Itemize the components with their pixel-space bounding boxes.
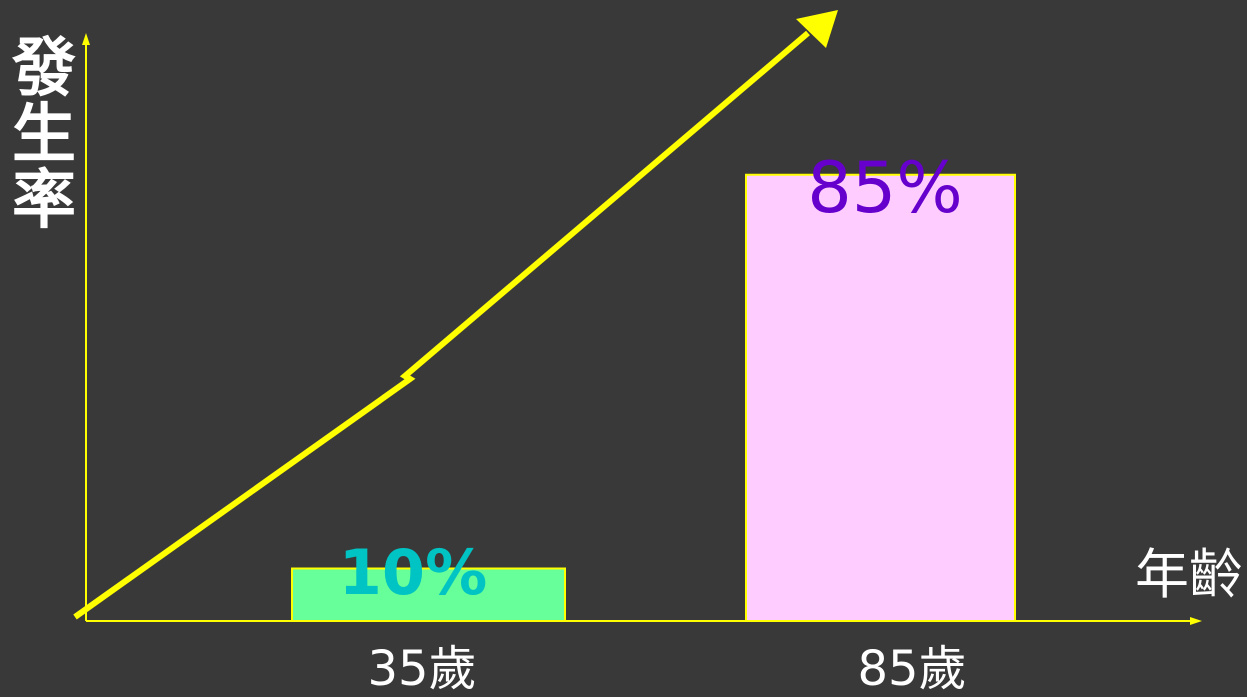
axes [82,33,1202,625]
trend-arrow-line [73,30,810,620]
y-axis-label-char: 生 [12,98,76,172]
trend-arrowhead [796,10,838,48]
bar [745,173,1016,622]
bar-value-label: 10% [339,536,487,609]
labels: 10% 85% 35歲 85歲 年齡 [339,147,1243,697]
y-axis-label: 發 生 率 [6,36,82,234]
y-axis-arrowhead [82,33,90,45]
y-axis-label-char: 發 [12,32,76,106]
trend-arrow [73,10,838,620]
x-axis-arrowhead [1190,617,1202,625]
bar-value-label: 85% [807,147,963,229]
x-axis-label: 年齡 [1135,543,1243,606]
category-tick-label: 35歲 [367,641,476,697]
category-tick-label: 85歲 [857,641,966,697]
y-axis-label-char: 率 [12,164,76,238]
bars [291,173,1016,622]
bar [291,567,566,622]
